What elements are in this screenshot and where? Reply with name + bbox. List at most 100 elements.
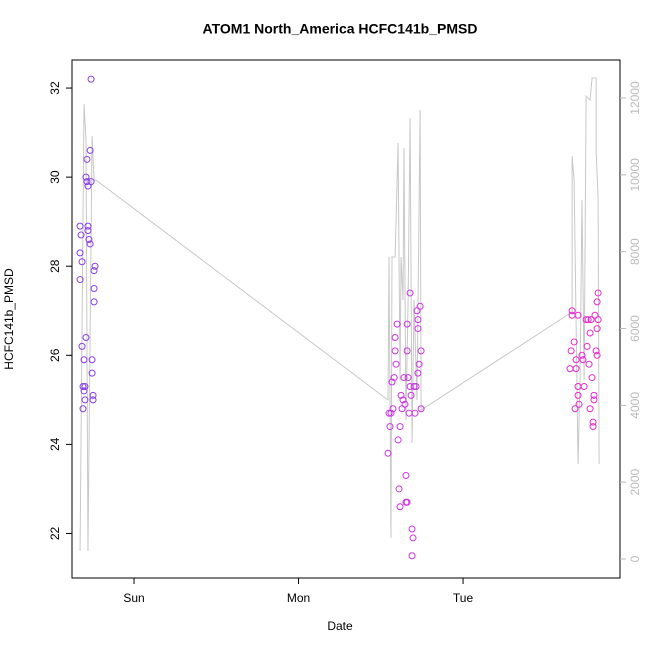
point	[392, 360, 400, 368]
point	[83, 178, 91, 186]
point	[76, 276, 84, 284]
point	[405, 409, 413, 417]
point	[567, 347, 575, 355]
point	[570, 338, 578, 346]
point	[90, 298, 98, 306]
point	[76, 249, 84, 257]
point	[390, 374, 398, 382]
point	[409, 534, 417, 542]
chart-title: ATOM1 North_America HCFC141b_PMSD	[203, 21, 478, 37]
x-axis-label: Date	[327, 619, 353, 633]
y-tick-label: 32	[48, 81, 62, 95]
point	[579, 356, 587, 364]
plot-frame	[71, 59, 621, 579]
y2-tick-label: 12000	[628, 81, 642, 115]
point	[574, 391, 582, 399]
point	[583, 342, 591, 350]
point	[408, 552, 416, 560]
point	[593, 325, 601, 333]
point	[90, 284, 98, 292]
point	[400, 374, 408, 382]
point	[79, 405, 87, 413]
point	[589, 423, 597, 431]
point	[586, 329, 594, 337]
point	[406, 289, 414, 297]
point	[82, 333, 90, 341]
point	[80, 387, 88, 395]
point	[408, 525, 416, 533]
point	[572, 356, 580, 364]
point	[417, 347, 425, 355]
point	[394, 436, 402, 444]
point	[582, 316, 590, 324]
point	[391, 333, 399, 341]
point	[78, 258, 86, 266]
point	[90, 267, 98, 275]
point	[414, 316, 422, 324]
point	[403, 498, 411, 506]
y2-tick-label: 2000	[628, 468, 642, 495]
point	[89, 396, 97, 404]
y-axis-label: HCFC141b_PMSD	[2, 268, 16, 370]
x-tick-label: Sun	[123, 591, 144, 605]
point	[389, 405, 397, 413]
point	[397, 391, 405, 399]
y-tick-label: 24	[48, 437, 62, 451]
y-tick-label: 28	[48, 259, 62, 273]
point	[395, 485, 403, 493]
y2-tick-label: 0	[628, 555, 642, 562]
point	[399, 396, 407, 404]
y2-tick-label: 10000	[628, 158, 642, 192]
point	[571, 405, 579, 413]
y2-tick-label: 4000	[628, 392, 642, 419]
point	[407, 391, 415, 399]
y2-tick-label: 8000	[628, 238, 642, 265]
point	[81, 396, 89, 404]
y2-tick-label: 6000	[628, 315, 642, 342]
point	[396, 503, 404, 511]
point	[592, 347, 600, 355]
point	[84, 227, 92, 235]
point	[568, 307, 576, 315]
point	[578, 351, 586, 359]
point	[574, 311, 582, 319]
point	[78, 342, 86, 350]
point	[83, 155, 91, 163]
point	[82, 173, 90, 181]
point	[401, 400, 409, 408]
point	[85, 235, 93, 243]
point	[594, 316, 602, 324]
point	[417, 405, 425, 413]
point	[590, 391, 598, 399]
point	[414, 325, 422, 333]
point	[572, 365, 580, 373]
point	[580, 382, 588, 390]
point	[81, 382, 89, 390]
point	[575, 400, 583, 408]
point	[568, 311, 576, 319]
point	[402, 472, 410, 480]
point	[385, 409, 393, 417]
y-tick-label: 26	[48, 348, 62, 362]
point	[86, 146, 94, 154]
point	[79, 382, 87, 390]
point	[590, 396, 598, 404]
point	[386, 423, 394, 431]
point	[86, 240, 94, 248]
point	[566, 365, 574, 373]
point	[412, 382, 420, 390]
point	[404, 374, 412, 382]
point	[588, 374, 596, 382]
point	[384, 449, 392, 457]
point	[388, 378, 396, 386]
point	[586, 405, 594, 413]
x-tick-label: Mon	[287, 591, 310, 605]
point	[593, 298, 601, 306]
point	[88, 356, 96, 364]
point	[76, 222, 84, 230]
point	[585, 360, 593, 368]
y-tick-label: 30	[48, 170, 62, 184]
point	[84, 222, 92, 230]
x-tick-label: Tue	[453, 591, 474, 605]
